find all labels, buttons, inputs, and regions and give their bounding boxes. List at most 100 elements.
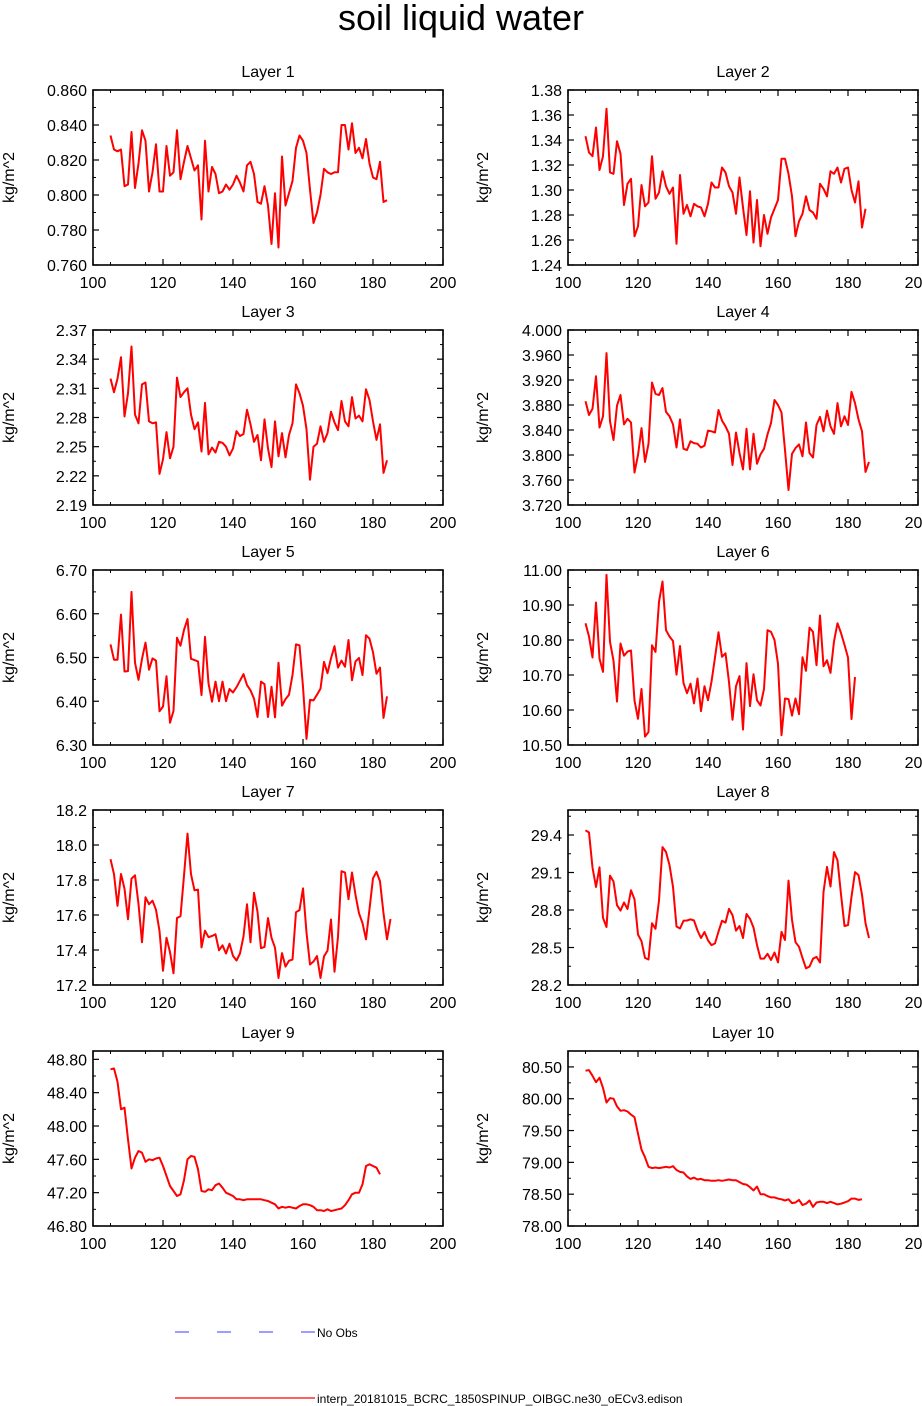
chart-panel-layer-5: Layer 5 100 120 140 160 180 200 6.30 6.40 6.50 6.6… xyxy=(1,544,456,772)
y-axis-label: kg/m^2 xyxy=(1,392,18,443)
x-tick-label: 100 xyxy=(80,995,107,1012)
y-tick-label: 6.40 xyxy=(56,694,87,711)
plot-frame xyxy=(92,569,444,746)
x-tick-label: 160 xyxy=(290,515,317,532)
y-tick-label: 3.840 xyxy=(522,423,562,440)
y-tick-label: 79.50 xyxy=(522,1124,562,1141)
y-tick-label: 0.840 xyxy=(47,118,87,135)
series-line xyxy=(584,352,870,491)
x-tick-label: 160 xyxy=(765,275,792,292)
y-tick-label: 3.880 xyxy=(522,398,562,415)
y-tick-label: 17.2 xyxy=(56,978,87,995)
y-axis-label: kg/m^2 xyxy=(1,872,18,923)
series-line xyxy=(584,573,856,738)
x-tick-label: 200 xyxy=(430,1236,457,1253)
x-tick-label: 180 xyxy=(360,515,387,532)
x-tick-label: 180 xyxy=(360,995,387,1012)
y-tick-label: 0.820 xyxy=(47,153,87,170)
x-tick-label: 160 xyxy=(290,995,317,1012)
y-tick-label: 28.5 xyxy=(531,941,562,958)
y-tick-label: 1.38 xyxy=(531,83,562,100)
y-tick-label: 6.70 xyxy=(56,563,87,580)
y-tick-label: 17.4 xyxy=(56,943,87,960)
x-tick-label: 160 xyxy=(765,995,792,1012)
panel-title: Layer 8 xyxy=(716,784,769,801)
panel-title: Layer 5 xyxy=(241,544,294,561)
x-tick-label: 120 xyxy=(625,755,652,772)
y-tick-label: 3.720 xyxy=(522,498,562,515)
plot-frame xyxy=(92,89,444,266)
y-tick-label: 1.36 xyxy=(531,108,562,125)
series-line xyxy=(585,1069,863,1208)
x-tick-label: 100 xyxy=(80,515,107,532)
y-axis-label: kg/m^2 xyxy=(1,1113,18,1164)
y-axis-label: kg/m^2 xyxy=(1,152,18,203)
x-tick-label: 180 xyxy=(360,755,387,772)
y-tick-label: 0.780 xyxy=(47,223,87,240)
x-tick-label: 200 xyxy=(905,995,922,1012)
panels-group: Layer 1 100 120 140 160 180 200 0.760 0.780 0.800… xyxy=(1,64,922,1253)
series-line xyxy=(109,832,392,979)
y-tick-label: 10.60 xyxy=(522,703,562,720)
legend: No Obs interp_20181015_BCRC_1850SPINUP_O… xyxy=(175,1326,683,1406)
y-tick-label: 17.8 xyxy=(56,873,87,890)
legend-obs-label: No Obs xyxy=(317,1326,358,1340)
chart-panel-layer-7: Layer 7 100 120 140 160 180 200 17.2 17.4 17.6 17.… xyxy=(1,784,456,1012)
y-tick-label: 29.4 xyxy=(531,828,562,845)
x-tick-label: 120 xyxy=(150,1236,177,1253)
x-tick-label: 140 xyxy=(220,995,247,1012)
y-tick-label: 6.60 xyxy=(56,607,87,624)
chart-panel-layer-4: Layer 4 100 120 140 160 180 200 3.720 3.760 3.800… xyxy=(475,304,922,532)
x-tick-label: 100 xyxy=(555,515,582,532)
y-tick-label: 2.22 xyxy=(56,469,87,486)
chart-panel-layer-2: Layer 2 100 120 140 160 180 200 1.24 1.26 1.28 1.3… xyxy=(475,64,922,292)
x-tick-label: 160 xyxy=(765,755,792,772)
chart-panel-layer-10: Layer 10 100 120 140 160 180 200 78.00 78.50 79.0… xyxy=(475,1025,922,1253)
x-tick-label: 120 xyxy=(150,755,177,772)
x-tick-label: 100 xyxy=(555,275,582,292)
y-tick-label: 6.50 xyxy=(56,651,87,668)
y-axis-label: kg/m^2 xyxy=(475,632,492,683)
x-tick-label: 180 xyxy=(835,995,862,1012)
panel-title: Layer 1 xyxy=(241,64,294,81)
x-tick-label: 120 xyxy=(625,1236,652,1253)
y-tick-label: 47.20 xyxy=(47,1186,87,1203)
x-tick-label: 200 xyxy=(905,275,922,292)
panel-title: Layer 7 xyxy=(241,784,294,801)
y-tick-label: 2.31 xyxy=(56,381,87,398)
y-axis-label: kg/m^2 xyxy=(1,632,18,683)
y-tick-label: 18.2 xyxy=(56,803,87,820)
y-tick-label: 48.00 xyxy=(47,1119,87,1136)
x-tick-label: 200 xyxy=(905,1236,922,1253)
x-tick-label: 120 xyxy=(150,515,177,532)
y-tick-label: 3.760 xyxy=(522,473,562,490)
y-tick-label: 2.37 xyxy=(56,323,87,340)
figure-title: soil liquid water xyxy=(338,0,584,38)
y-axis-label: kg/m^2 xyxy=(475,872,492,923)
x-tick-label: 180 xyxy=(360,1236,387,1253)
x-tick-label: 200 xyxy=(430,275,457,292)
x-tick-label: 160 xyxy=(290,1236,317,1253)
panel-title: Layer 9 xyxy=(241,1025,294,1042)
x-tick-label: 120 xyxy=(150,275,177,292)
plot-frame xyxy=(567,89,919,266)
x-tick-label: 200 xyxy=(430,515,457,532)
y-tick-label: 10.90 xyxy=(522,598,562,615)
panel-title: Layer 4 xyxy=(716,304,769,321)
x-tick-label: 140 xyxy=(695,1236,722,1253)
x-tick-label: 120 xyxy=(150,995,177,1012)
y-tick-label: 29.1 xyxy=(531,866,562,883)
x-tick-label: 140 xyxy=(220,515,247,532)
x-tick-label: 160 xyxy=(765,515,792,532)
y-tick-label: 48.40 xyxy=(47,1086,87,1103)
plot-frame xyxy=(567,809,919,986)
x-tick-label: 100 xyxy=(80,275,107,292)
y-tick-label: 80.00 xyxy=(522,1092,562,1109)
plot-frame xyxy=(92,329,444,506)
x-tick-label: 180 xyxy=(835,1236,862,1253)
y-tick-label: 1.28 xyxy=(531,208,562,225)
y-tick-label: 79.00 xyxy=(522,1155,562,1172)
x-tick-label: 180 xyxy=(835,275,862,292)
x-tick-label: 120 xyxy=(625,275,652,292)
x-tick-label: 120 xyxy=(625,995,652,1012)
